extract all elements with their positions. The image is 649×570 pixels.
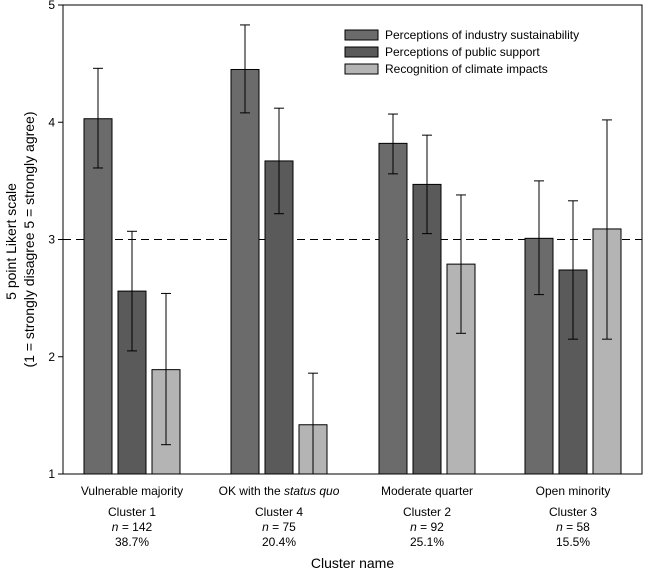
- x-category-cluster: Cluster 4: [255, 505, 303, 519]
- y-tick-label: 1: [48, 467, 55, 481]
- x-category-n: n = 58: [556, 520, 590, 534]
- legend-swatch: [344, 29, 379, 41]
- x-category-label: OK with the status quo: [219, 484, 340, 498]
- x-category-percent: 38.7%: [115, 535, 149, 549]
- x-category-n: n = 92: [410, 520, 444, 534]
- y-axis-title: 5 point Likert scale (1 = strongly disag…: [3, 111, 37, 367]
- y-tick-label: 2: [48, 350, 55, 364]
- legend-label: Perceptions of industry sustainability: [385, 28, 579, 42]
- x-category-cluster: Cluster 3: [549, 505, 597, 519]
- y-axis-title-line-2: (1 = strongly disagree 5 = strongly agre…: [21, 111, 37, 367]
- legend-label: Perceptions of public support: [385, 45, 540, 59]
- x-category-label: Moderate quarter: [381, 484, 473, 498]
- x-category-label: Vulnerable majority: [81, 484, 183, 498]
- x-category-cluster: Cluster 2: [403, 505, 451, 519]
- legend-label: Recognition of climate impacts: [385, 62, 548, 76]
- legend-swatch: [344, 46, 379, 58]
- y-tick-label: 5: [48, 0, 55, 12]
- x-category-cluster: Cluster 1: [108, 505, 156, 519]
- x-axis-title: Cluster name: [311, 555, 394, 570]
- bar: [230, 68, 260, 475]
- bar: [83, 118, 113, 475]
- bar: [378, 142, 408, 475]
- x-category-n: n = 75: [262, 520, 296, 534]
- x-category-percent: 25.1%: [410, 535, 444, 549]
- y-axis-title-line-1: 5 point Likert scale: [3, 183, 19, 300]
- x-category-label: Open minority: [536, 484, 611, 498]
- y-tick-label: 4: [48, 115, 55, 129]
- x-category-percent: 15.5%: [556, 535, 590, 549]
- y-tick-label: 3: [48, 233, 55, 247]
- x-category-n: n = 142: [112, 520, 153, 534]
- x-category-percent: 20.4%: [262, 535, 296, 549]
- legend-swatch: [344, 63, 379, 75]
